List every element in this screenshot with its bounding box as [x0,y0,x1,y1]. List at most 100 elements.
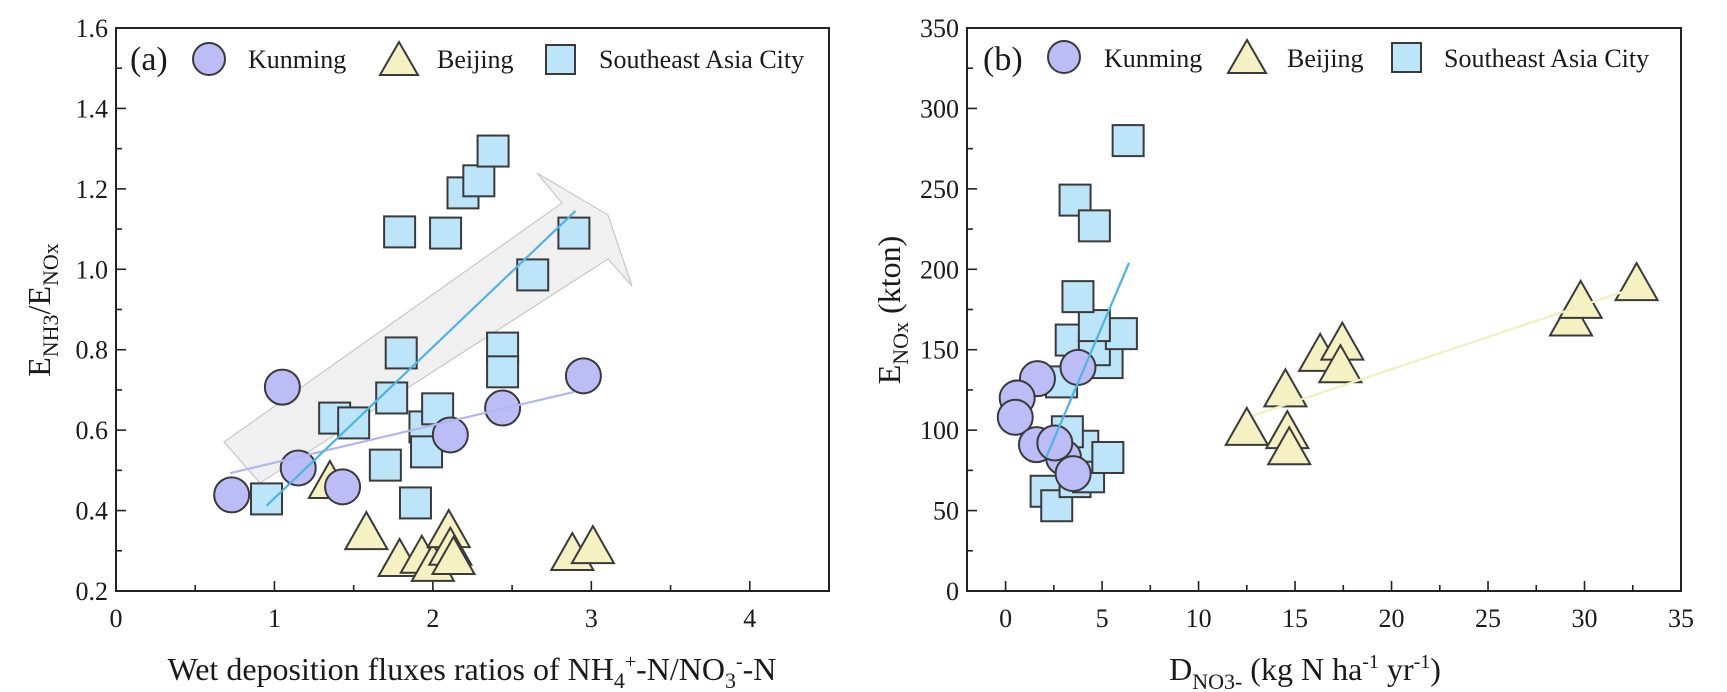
panel-b-label: (b) [983,41,1023,78]
panel-a-trendlines-overlay [229,210,577,507]
y-tick-label: 250 [920,175,959,204]
panel-b-trendlines [1045,262,1624,458]
y-tick-label: 200 [920,255,959,284]
y-tick-label: 300 [920,94,959,123]
legend-beijing-label: Beijing [437,45,514,74]
panel-b-y-axis-title: ENOx (kton) [871,236,913,385]
panel-a-legend: Kunming Beijing Southeast Asia City [192,39,804,76]
x-tick-label: 3 [585,604,598,633]
y-tick-label: 100 [920,416,959,445]
data-point-beijing [570,524,616,565]
data-point-beijing [1224,405,1270,446]
legend-southeast-label: Southeast Asia City [599,45,804,74]
x-tick-label: 2 [426,604,439,633]
data-point-southeast-asia-city [1091,440,1125,474]
data-point-beijing [343,510,390,551]
y-tick-label: 150 [920,336,959,365]
data-point-southeast-asia-city [462,164,496,198]
data-point-southeast-asia-city [1104,317,1138,351]
data-point-southeast-asia-city [375,381,409,415]
panel-a-markers [213,134,616,582]
x-tick-label: 10 [1186,604,1212,633]
data-point-southeast-asia-city [398,486,432,520]
data-point-kunming [1054,455,1092,493]
y-tick-label: 1.0 [76,255,109,284]
x-tick-label: 1 [268,604,281,633]
y-tick-label: 1.4 [76,94,109,123]
data-point-southeast-asia-city [1061,280,1095,314]
panel-a-y-axis-title: ENH3/ENOx [21,243,63,377]
y-tick-label: 0.2 [76,577,109,606]
data-point-kunming [431,416,469,454]
data-point-kunming [213,476,251,514]
data-point-beijing [1317,343,1364,384]
panel-a-frame [115,27,830,592]
legend-beijing-marker [378,39,420,76]
data-point-beijing [1262,367,1309,408]
data-point-southeast-asia-city [516,258,550,292]
x-tick-label: 30 [1572,604,1598,633]
data-point-southeast-asia-city [368,448,402,482]
data-point-southeast-asia-city [486,355,520,389]
y-tick-label: 50 [933,497,959,526]
data-point-beijing [1266,425,1312,466]
x-tick-label: 15 [1282,604,1308,633]
legend-southeast-marker [545,44,576,75]
x-tick-label: 0 [110,604,123,633]
data-point-beijing [1557,278,1604,319]
trendline-kunming [229,390,575,475]
panel-b-legend: Kunming Beijing Southeast Asia City [1047,37,1649,74]
data-point-beijing [430,534,477,576]
y-tick-label: 0 [946,577,959,606]
data-point-southeast-asia-city [384,336,418,370]
panel-b-x-axis-title: DNO3- (kg N ha-1 yr-1) [1169,651,1441,692]
y-tick-label: 0.8 [76,336,109,365]
data-point-kunming [324,468,362,506]
y-tick-label: 1.6 [76,14,109,43]
trendline-beijing [1252,290,1624,417]
x-tick-label: 4 [743,604,756,633]
legend-kunming-marker [192,42,226,76]
x-tick-label: 5 [1096,604,1109,633]
data-point-kunming [564,357,602,395]
legend-kunming-label: Kunming [248,45,346,74]
x-tick-label: 35 [1668,604,1694,633]
trendline-southeast-asia-city [1045,262,1131,458]
panel-b-ticks [967,27,1682,592]
data-point-southeast-asia-city [476,134,510,168]
legend-southeast-label: Southeast Asia City [1444,44,1649,73]
data-point-southeast-asia-city [1077,209,1111,243]
x-tick-label: 0 [999,604,1012,633]
panel-b-frame [966,27,1682,592]
legend-beijing-marker [1226,37,1268,74]
y-tick-label: 1.2 [76,175,109,204]
data-point-kunming [996,398,1034,436]
panel-a-label: (a) [130,41,168,78]
y-tick-label: 350 [920,14,959,43]
trendline-southeast-asia-city [265,210,577,507]
y-tick-label: 0.6 [76,416,109,445]
x-tick-label: 25 [1475,604,1501,633]
data-point-southeast-asia-city [1111,124,1145,158]
panel-a: 0 1 2 3 4 0.2 0.4 0.6 0.8 1.0 1.2 1.4 1.6 (a) Kunmin… [21,14,830,692]
legend-kunming-marker [1047,40,1081,74]
legend-southeast-marker [1391,42,1422,73]
legend-beijing-label: Beijing [1287,44,1364,73]
legend-kunming-label: Kunming [1104,44,1202,73]
data-point-southeast-asia-city [383,215,417,249]
data-point-kunming [1036,424,1074,462]
panel-a-tick-labels: 0 1 2 3 4 0.2 0.4 0.6 0.8 1.0 1.2 1.4 1.6 [76,14,757,633]
data-point-southeast-asia-city [250,482,284,516]
data-point-southeast-asia-city [429,216,463,250]
data-point-southeast-asia-city [1077,309,1111,343]
panel-a-x-axis-title: Wet deposition fluxes ratios of NH4+-N/N… [168,651,777,692]
panel-b-markers [996,124,1660,523]
x-tick-label: 20 [1379,604,1405,633]
data-point-kunming [279,449,317,487]
data-point-beijing [1613,261,1660,302]
data-point-kunming [263,368,301,406]
y-tick-label: 0.4 [76,497,109,526]
